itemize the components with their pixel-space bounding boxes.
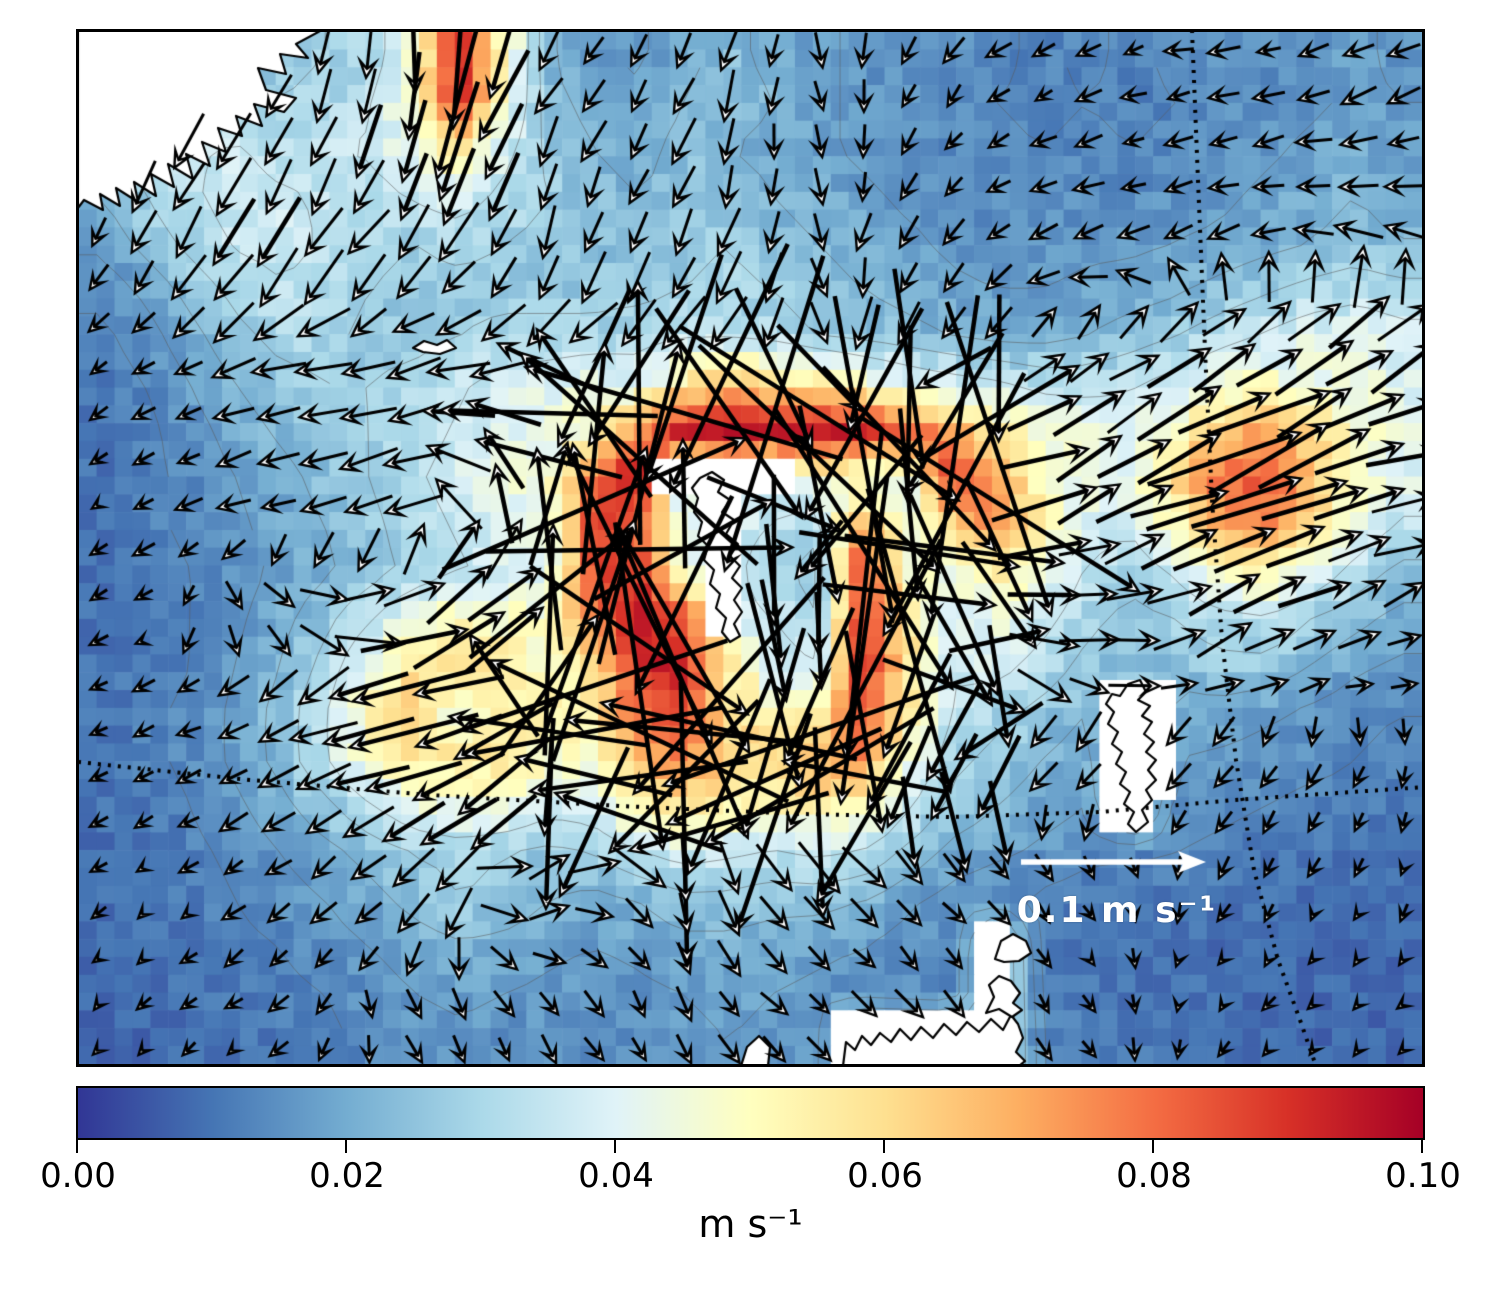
- colorbar-tick: [76, 1140, 78, 1153]
- colorbar-tick-label: 0.00: [40, 1156, 116, 1196]
- colorbar-tick-label: 0.10: [1385, 1156, 1461, 1196]
- colorbar-tick: [345, 1140, 347, 1153]
- colorbar-area: 0.00 0.02 0.04 0.06 0.08 0.10 m s⁻¹: [40, 1086, 1461, 1286]
- colorbar-tick-label: 0.08: [1116, 1156, 1192, 1196]
- colorbar-tick-label: 0.04: [578, 1156, 654, 1196]
- colorbar-tick: [1421, 1140, 1423, 1153]
- colorbar-tick-label: 0.02: [309, 1156, 385, 1196]
- colorbar-tick-label: 0.06: [847, 1156, 923, 1196]
- colorbar-tick: [883, 1140, 885, 1153]
- colorbar-unit-label: m s⁻¹: [698, 1202, 803, 1246]
- map-frame: 0.1 m s⁻¹: [76, 29, 1425, 1067]
- ocean-current-map: [79, 32, 1422, 1064]
- colorbar-tick: [1152, 1140, 1154, 1153]
- colorbar: [76, 1086, 1425, 1140]
- colorbar-tick: [614, 1140, 616, 1153]
